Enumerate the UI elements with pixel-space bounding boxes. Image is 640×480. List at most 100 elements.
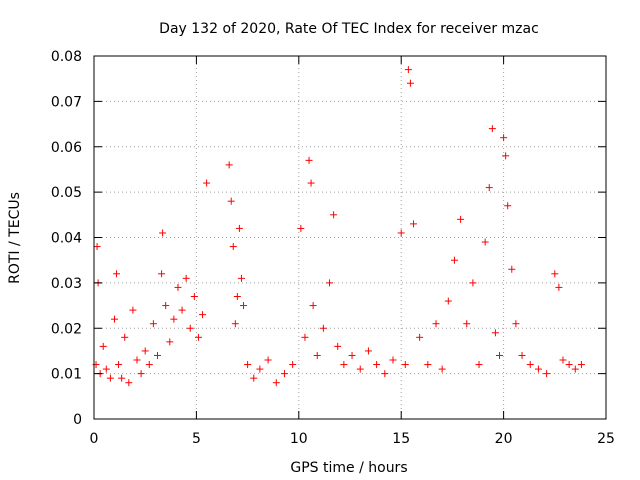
y-tick-label: 0.07 (51, 94, 82, 110)
data-point (309, 302, 317, 310)
data-point (149, 320, 157, 328)
data-point (121, 333, 129, 341)
data-point (397, 229, 405, 237)
data-point (364, 347, 372, 355)
data-point (289, 361, 297, 369)
data-point (244, 361, 252, 369)
data-point (102, 365, 110, 373)
data-point (231, 320, 239, 328)
data-point (330, 211, 338, 219)
data-point (475, 361, 483, 369)
data-point (340, 361, 348, 369)
data-point (229, 243, 237, 251)
data-point (170, 315, 178, 323)
data-point (162, 302, 170, 310)
data-point (280, 370, 288, 378)
data-point (577, 361, 585, 369)
data-point (326, 279, 334, 287)
tick-marks (93, 55, 607, 420)
data-point (115, 361, 123, 369)
data-point (93, 243, 101, 251)
y-tick-label: 0.02 (51, 321, 82, 337)
data-point (225, 161, 233, 169)
y-tick-label: 0.05 (51, 185, 82, 201)
data-point (401, 361, 409, 369)
data-point (406, 79, 414, 87)
data-point (145, 361, 153, 369)
data-point (389, 356, 397, 364)
chart-title: Day 132 of 2020, Rate Of TEC Index for r… (159, 21, 539, 37)
data-point (534, 365, 542, 373)
data-point (158, 270, 166, 278)
data-point (512, 320, 520, 328)
x-axis-label: GPS time / hours (290, 460, 407, 476)
data-point (250, 374, 258, 382)
x-tick-label: 0 (90, 431, 99, 447)
data-point (118, 374, 126, 382)
data-point (264, 356, 272, 364)
data-point (508, 265, 516, 273)
data-point (137, 370, 145, 378)
data-point (356, 365, 364, 373)
data-point (543, 370, 551, 378)
data-point (190, 292, 198, 300)
data-point (491, 329, 499, 337)
data-point (319, 324, 327, 332)
data-point (256, 365, 264, 373)
data-point (174, 283, 182, 291)
data-point (463, 320, 471, 328)
data-point (481, 238, 489, 246)
grid-lines (94, 56, 606, 419)
y-tick-label: 0.03 (51, 276, 82, 292)
data-point (227, 197, 235, 205)
data-point (194, 333, 202, 341)
tick-labels: 0 0.01 0.02 0.03 0.04 0.05 0.06 0.07 0.08 0 5 10 15 2… (51, 49, 615, 447)
data-point (133, 356, 141, 364)
data-point (469, 279, 477, 287)
data-point (373, 361, 381, 369)
data-point (565, 361, 573, 369)
data-point (166, 338, 174, 346)
data-point (240, 302, 248, 310)
data-point (313, 351, 321, 359)
data-point (182, 274, 190, 282)
data-point (106, 374, 114, 382)
data-point (496, 351, 504, 359)
data-point (502, 152, 510, 160)
data-point (159, 229, 167, 237)
data-point (488, 125, 496, 133)
data-point (409, 220, 417, 228)
data-point (186, 324, 194, 332)
data-point (432, 320, 440, 328)
data-point (301, 333, 309, 341)
data-point (571, 365, 579, 373)
data-point (348, 351, 356, 359)
y-tick-label: 0 (73, 412, 82, 428)
data-point (334, 342, 342, 350)
y-tick-label: 0.04 (51, 231, 82, 247)
x-tick-label: 15 (392, 431, 410, 447)
data-point (233, 292, 241, 300)
data-point (203, 179, 211, 187)
data-point (297, 224, 305, 232)
data-point (110, 315, 118, 323)
data-point (500, 134, 508, 142)
data-point (125, 379, 133, 387)
data-point (307, 179, 315, 187)
data-point (457, 215, 465, 223)
x-tick-label: 10 (290, 431, 308, 447)
data-point (559, 356, 567, 364)
data-point (404, 66, 412, 74)
data-point (555, 283, 563, 291)
y-axis-label: ROTI / TECUs (7, 192, 23, 284)
data-points (92, 66, 585, 387)
data-point (504, 202, 512, 210)
data-point (99, 342, 107, 350)
data-point (450, 256, 458, 264)
data-point (235, 224, 243, 232)
data-point (381, 370, 389, 378)
x-tick-label: 5 (192, 431, 201, 447)
data-point (526, 361, 534, 369)
y-tick-label: 0.08 (51, 49, 82, 65)
